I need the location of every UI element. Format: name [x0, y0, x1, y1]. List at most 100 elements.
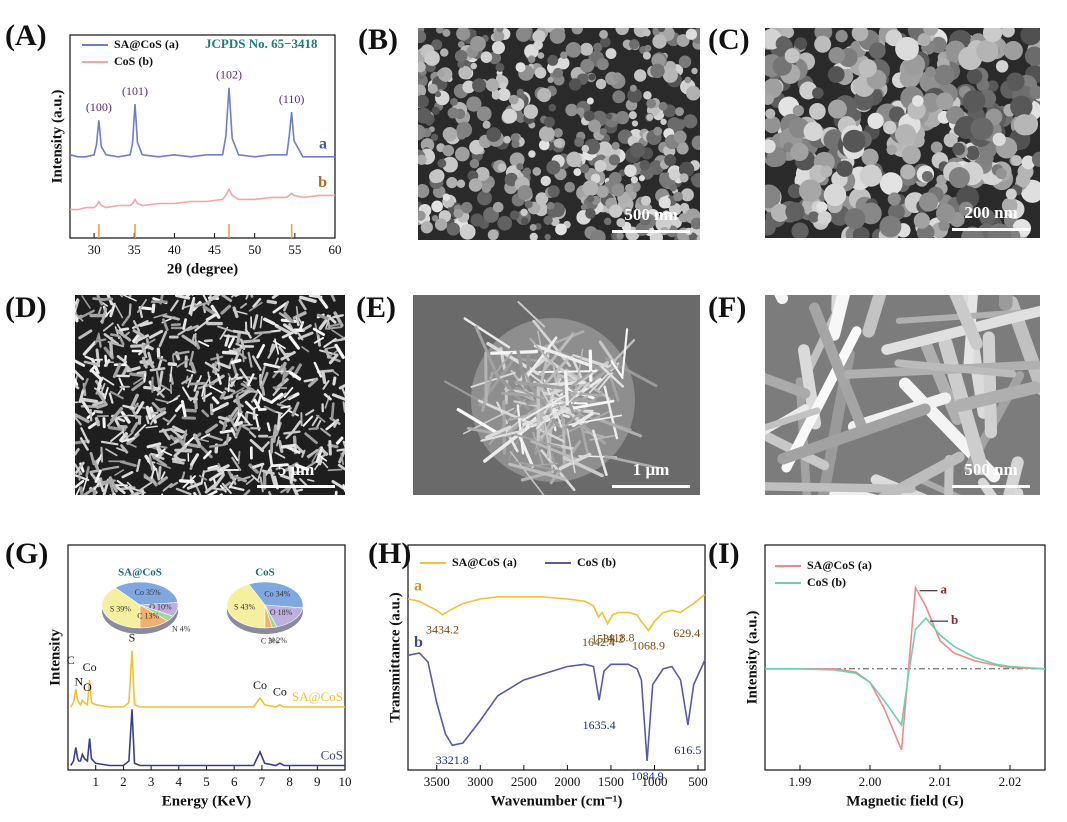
pie-label: C 3% — [261, 637, 279, 646]
scale-bar — [612, 230, 690, 233]
grain — [816, 201, 828, 213]
flake — [95, 348, 101, 368]
grain — [497, 88, 511, 102]
flake — [335, 436, 344, 445]
grain — [615, 28, 629, 36]
flake — [209, 403, 214, 416]
flake — [340, 386, 345, 398]
chart: (A) 30 35 40 45 50 55 60 2θ (degree) Intensity (a… — [5, 19, 342, 278]
panel-label: (D) — [5, 291, 47, 324]
flake — [516, 404, 525, 455]
flake — [266, 422, 271, 432]
grain — [515, 28, 531, 42]
flake — [146, 442, 162, 449]
flake — [294, 488, 304, 493]
flake — [75, 479, 85, 489]
grain — [921, 170, 933, 182]
flake — [338, 383, 345, 390]
flake — [312, 327, 326, 336]
grain — [586, 97, 594, 105]
flake — [316, 369, 335, 374]
flake — [192, 433, 202, 446]
grain — [867, 112, 884, 130]
grain — [812, 87, 824, 99]
grain — [686, 85, 700, 101]
grain — [662, 210, 671, 219]
sem-image: 5 μm — [75, 295, 345, 495]
flake — [250, 333, 263, 343]
grain — [913, 212, 930, 229]
grain — [784, 48, 800, 64]
flake — [282, 366, 295, 379]
peak-label: S — [129, 631, 136, 645]
flake — [148, 453, 154, 471]
flake — [101, 376, 115, 386]
flake — [977, 477, 997, 495]
grain — [930, 141, 943, 154]
grain — [765, 139, 776, 154]
grain — [457, 41, 465, 48]
panel-label: (G) — [5, 537, 48, 570]
flake — [109, 494, 112, 495]
flake — [81, 295, 91, 309]
flake — [229, 448, 239, 462]
grain — [820, 165, 833, 178]
flake — [264, 465, 273, 477]
flake — [316, 313, 330, 321]
flake — [100, 307, 108, 324]
grain — [515, 62, 526, 73]
x-tick-label: 2 — [120, 774, 127, 789]
flake — [566, 428, 576, 474]
flake — [342, 440, 345, 450]
flake — [204, 361, 220, 372]
grain — [923, 28, 939, 36]
pie-slice — [226, 583, 266, 629]
flake — [181, 376, 193, 385]
flake — [171, 354, 175, 365]
grain — [566, 151, 582, 168]
flake — [610, 360, 624, 379]
flake — [205, 423, 219, 434]
flake — [321, 370, 327, 385]
flake — [90, 358, 100, 375]
flake — [276, 403, 292, 410]
series-label: a — [941, 582, 948, 597]
grain — [851, 28, 869, 42]
grain — [481, 183, 492, 193]
grain — [523, 104, 539, 119]
flake — [152, 455, 168, 467]
x-tick-label: 50 — [248, 242, 261, 257]
flake — [81, 397, 99, 404]
grain — [579, 42, 594, 56]
flake — [227, 376, 231, 393]
grain — [664, 154, 677, 167]
flake — [765, 482, 916, 494]
flake — [342, 401, 345, 413]
series-label: b — [318, 174, 327, 191]
series-line — [407, 652, 706, 762]
peak-label: 1068.9 — [632, 638, 665, 652]
flake — [223, 394, 234, 400]
grain — [456, 179, 466, 188]
flake — [520, 462, 559, 468]
grain — [852, 226, 870, 238]
grain — [1015, 172, 1031, 188]
pie-slice — [139, 604, 169, 629]
grain — [586, 194, 595, 203]
peak-label: C — [67, 653, 75, 667]
flake — [82, 476, 89, 493]
flake — [765, 372, 811, 399]
grain — [476, 106, 492, 122]
series-label: b — [414, 634, 423, 651]
flake — [75, 413, 90, 424]
flake — [332, 376, 337, 386]
flake — [101, 479, 116, 484]
grain — [612, 90, 626, 104]
grain — [472, 78, 487, 93]
grain — [859, 164, 883, 187]
grain — [1001, 28, 1015, 38]
flake — [185, 295, 192, 297]
grain — [673, 191, 683, 202]
legend-label: SA@CoS (a) — [452, 555, 517, 569]
flake — [301, 346, 310, 353]
